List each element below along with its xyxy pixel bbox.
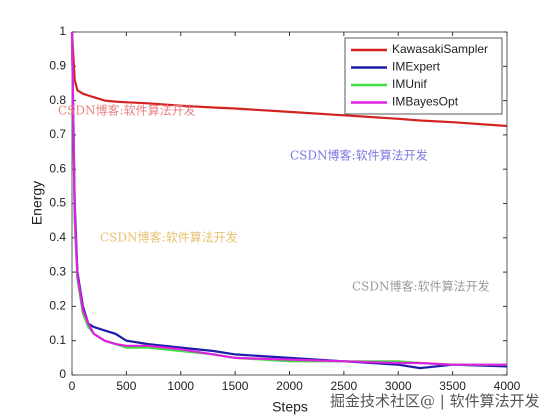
y-tick-label: 0.1 <box>49 333 66 347</box>
y-tick-label: 0.2 <box>49 299 66 313</box>
x-tick-label: 1500 <box>222 379 249 393</box>
y-tick-label: 0.6 <box>49 161 66 175</box>
watermark: CSDN博客:软件算法开发 <box>58 103 196 118</box>
watermark: CSDN博客:软件算法开发 <box>290 148 428 163</box>
series-line <box>70 31 508 128</box>
x-tick-label: 2500 <box>331 379 358 393</box>
x-axis-label: Steps <box>272 399 308 415</box>
legend-label: IMBayesOpt <box>392 95 459 109</box>
x-tick-label: 4000 <box>494 379 521 393</box>
watermark: CSDN博客:软件算法开发 <box>100 230 238 245</box>
watermark: CSDN博客:软件算法开发 <box>352 279 490 294</box>
x-tick-label: 3000 <box>385 379 412 393</box>
legend-label: KawasakiSampler <box>392 42 488 56</box>
series-line <box>70 31 507 366</box>
legend-label: IMUnif <box>392 77 427 91</box>
series-line <box>70 31 507 366</box>
y-axis-label: Energy <box>29 181 45 225</box>
y-tick-label: 0.4 <box>49 230 66 244</box>
x-tick-label: 2000 <box>276 379 303 393</box>
y-tick-label: 0.8 <box>49 93 66 107</box>
y-tick-label: 0.3 <box>49 264 66 278</box>
x-tick-label: 3500 <box>439 379 466 393</box>
y-tick-label: 0 <box>59 367 66 381</box>
y-tick-label: 0.9 <box>49 58 66 72</box>
y-tick-label: 1 <box>59 24 66 38</box>
x-tick-label: 1000 <box>167 379 194 393</box>
y-tick-label: 0.7 <box>49 127 66 141</box>
x-tick-label: 0 <box>69 379 76 393</box>
x-tick-label: 500 <box>116 379 136 393</box>
watermark: 掘金技术社区@ | 软件算法开发 <box>330 392 540 410</box>
legend-label: IMExpert <box>392 60 441 74</box>
y-tick-label: 0.5 <box>49 196 66 210</box>
